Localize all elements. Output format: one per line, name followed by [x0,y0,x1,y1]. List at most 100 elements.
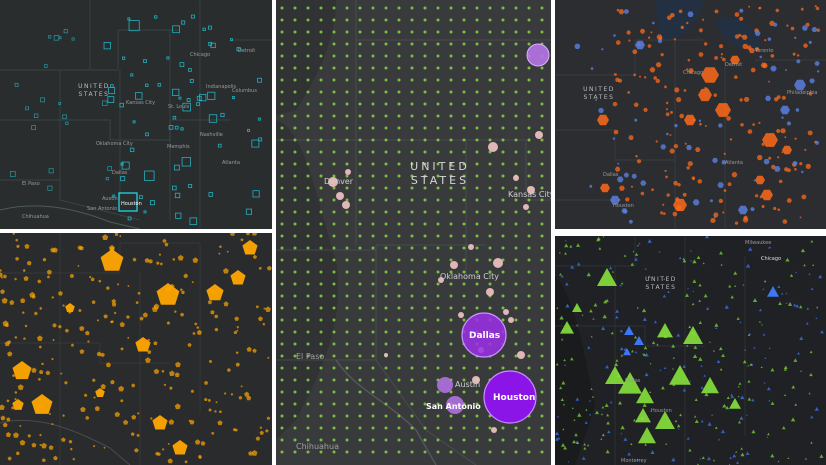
map-panel-bottom-right[interactable]: UNITED STATES Milwaukee Chicago Dallas Ho… [555,236,826,465]
green-dot [423,294,427,298]
green-dot [371,282,375,286]
cyan-square [107,96,115,103]
triangle-symbol [732,453,737,458]
green-dot [501,282,505,286]
cyan-square [128,20,140,32]
green-dot [384,162,388,166]
hexagon-symbol [574,43,581,49]
map-panel-middle[interactable]: UNITED STATES Denver Kansas City Oklahoma… [276,0,551,465]
hexagon-symbol [808,40,812,44]
pentagon-symbol [48,445,54,450]
triangle-symbol [606,413,610,417]
green-dot [384,222,388,226]
green-dot [540,138,544,142]
green-dot [436,102,440,106]
green-dot [449,330,453,334]
triangle-symbol [620,425,625,430]
green-dot [345,294,349,298]
pentagon-symbol [110,379,115,385]
triangle-symbol [783,365,788,370]
triangle-symbol [631,349,634,353]
triangle-symbol [604,403,609,407]
hexagon-symbol [685,68,689,71]
hexagon-symbol [770,164,776,170]
green-dot [306,258,310,262]
hexagon-symbol [638,75,642,78]
map-panel-bottom-left[interactable] [0,233,272,465]
cyan-square [145,132,149,137]
green-dot [293,102,297,106]
green-dot [397,54,401,58]
green-dot [449,294,453,298]
pentagon-symbol [41,442,47,449]
hexagon-symbol [816,70,820,73]
hexagon-symbol [714,9,719,14]
pentagon-symbol [252,348,257,353]
green-dot [371,426,375,430]
triangle-symbol [678,256,682,260]
triangle-symbol [787,457,790,460]
map-canvas-top-left [0,0,272,229]
pentagon-symbol [175,361,181,368]
cyan-square [33,113,39,119]
pentagon-symbol [52,247,58,253]
green-dot [293,150,297,154]
hexagon-symbol [601,48,604,51]
green-dot [345,126,349,130]
green-dot [527,174,531,178]
hexagon-symbol [612,137,616,140]
green-dot [371,318,375,322]
green-dot [449,414,453,418]
hexagon-symbol [636,159,642,164]
green-dot [280,210,284,214]
triangle-symbol [781,292,784,295]
hexagon-symbol [709,199,714,203]
hexagon-symbol [750,67,756,73]
green-dot [319,138,323,142]
triangle-symbol [700,419,704,423]
hexagon-symbol [672,211,678,217]
hexagon-symbol [635,40,645,50]
pentagon-symbol [211,431,215,435]
pentagon-symbol [64,380,68,385]
cyan-square [208,25,212,30]
hexagon-symbol [738,33,742,37]
triangle-symbol [810,287,814,290]
green-dot [384,294,388,298]
green-dot [462,138,466,142]
hexagon-symbol [698,119,702,122]
green-dot [319,366,323,370]
hexagon-symbol [727,182,732,187]
green-dot [397,162,401,166]
pentagon-symbol [163,383,167,386]
cyan-square [63,29,68,34]
map-panel-top-left[interactable]: UNITED STATES Dallas Houston San Antonio … [0,0,272,229]
green-dot [384,114,388,118]
green-dot [423,126,427,130]
green-dot [423,234,427,238]
triangle-symbol [747,379,751,383]
green-dot [527,6,531,10]
pentagon-symbol [110,320,113,324]
map-panel-top-right[interactable]: UNITED STATES Toronto Chicago Detroit Phi… [555,0,826,229]
triangle-symbol [730,394,735,399]
green-dot [436,450,440,454]
green-dot [280,126,284,130]
map-canvas-middle [276,0,551,465]
green-dot [462,126,466,130]
green-dot [280,366,284,370]
pentagon-symbol [89,275,92,278]
dallas-circle [461,312,507,358]
triangle-symbol [806,307,810,310]
triangle-symbol [686,344,689,347]
green-dot [475,234,479,238]
green-dot [475,150,479,154]
green-dot [358,354,362,358]
hexagon-symbol [768,156,772,160]
green-dot [332,342,336,346]
green-dot [306,198,310,202]
green-dot [332,114,336,118]
green-dot [410,90,414,94]
green-dot [501,294,505,298]
green-dot [280,378,284,382]
